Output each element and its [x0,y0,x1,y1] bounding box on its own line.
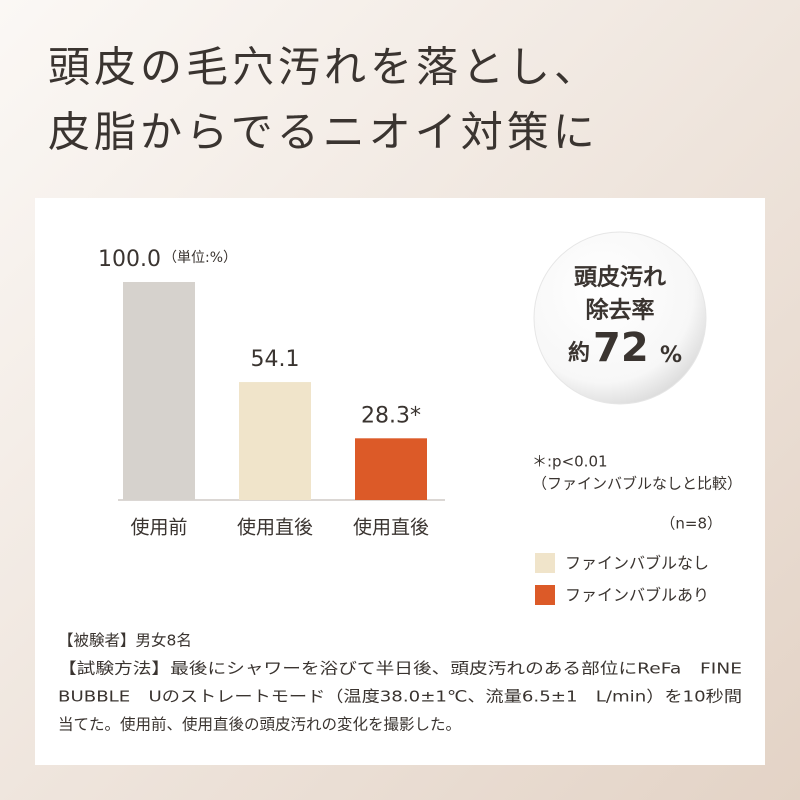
value-label: 100.0 [98,247,161,272]
value-label: 54.1 [251,347,300,372]
badge-line: 頭皮汚れ [574,265,666,291]
footer-line: 【被験者】男女8名 [58,631,192,650]
legend-label: ファインバブルなし [565,554,709,573]
sample-size: （n=8） [660,515,722,533]
x-tick-label: 使用直後 [237,517,313,539]
footer-line: 【試験方法】最後にシャワーを浴びて半日後、頭皮汚れのある部位にReFa FINE [58,660,742,678]
x-tick-label: 使用直後 [353,517,429,539]
bar [239,382,311,500]
badge-unit: % [660,343,682,368]
bar [123,282,195,500]
note: （ファインバブルなしと比較） [532,475,742,493]
legend-label: ファインバブルあり [565,586,709,605]
bar [355,438,427,500]
value-label: 28.3* [361,403,421,428]
x-tick-label: 使用前 [130,517,187,539]
footer-line: BUBBLE Uのストレートモード（温度38.0±1℃、流量6.5±1 L/mi… [58,688,742,706]
badge-prefix: 約 [568,340,590,366]
legend-swatch [535,585,555,605]
unit-label: （単位:%） [163,250,237,266]
footer-line: 当てた。使用前、使用直後の頭皮汚れの変化を撮影した。 [58,716,461,734]
badge-orb [533,231,707,405]
note: ＊:p<0.01 [532,453,608,471]
legend-swatch [535,553,555,573]
title-line: 頭皮の毛穴汚れを落とし、 [48,43,600,92]
badge-line: 除去率 [586,297,655,324]
badge-number: 72 [593,325,649,371]
title-line: 皮脂からでるニオイ対策に [48,108,599,157]
